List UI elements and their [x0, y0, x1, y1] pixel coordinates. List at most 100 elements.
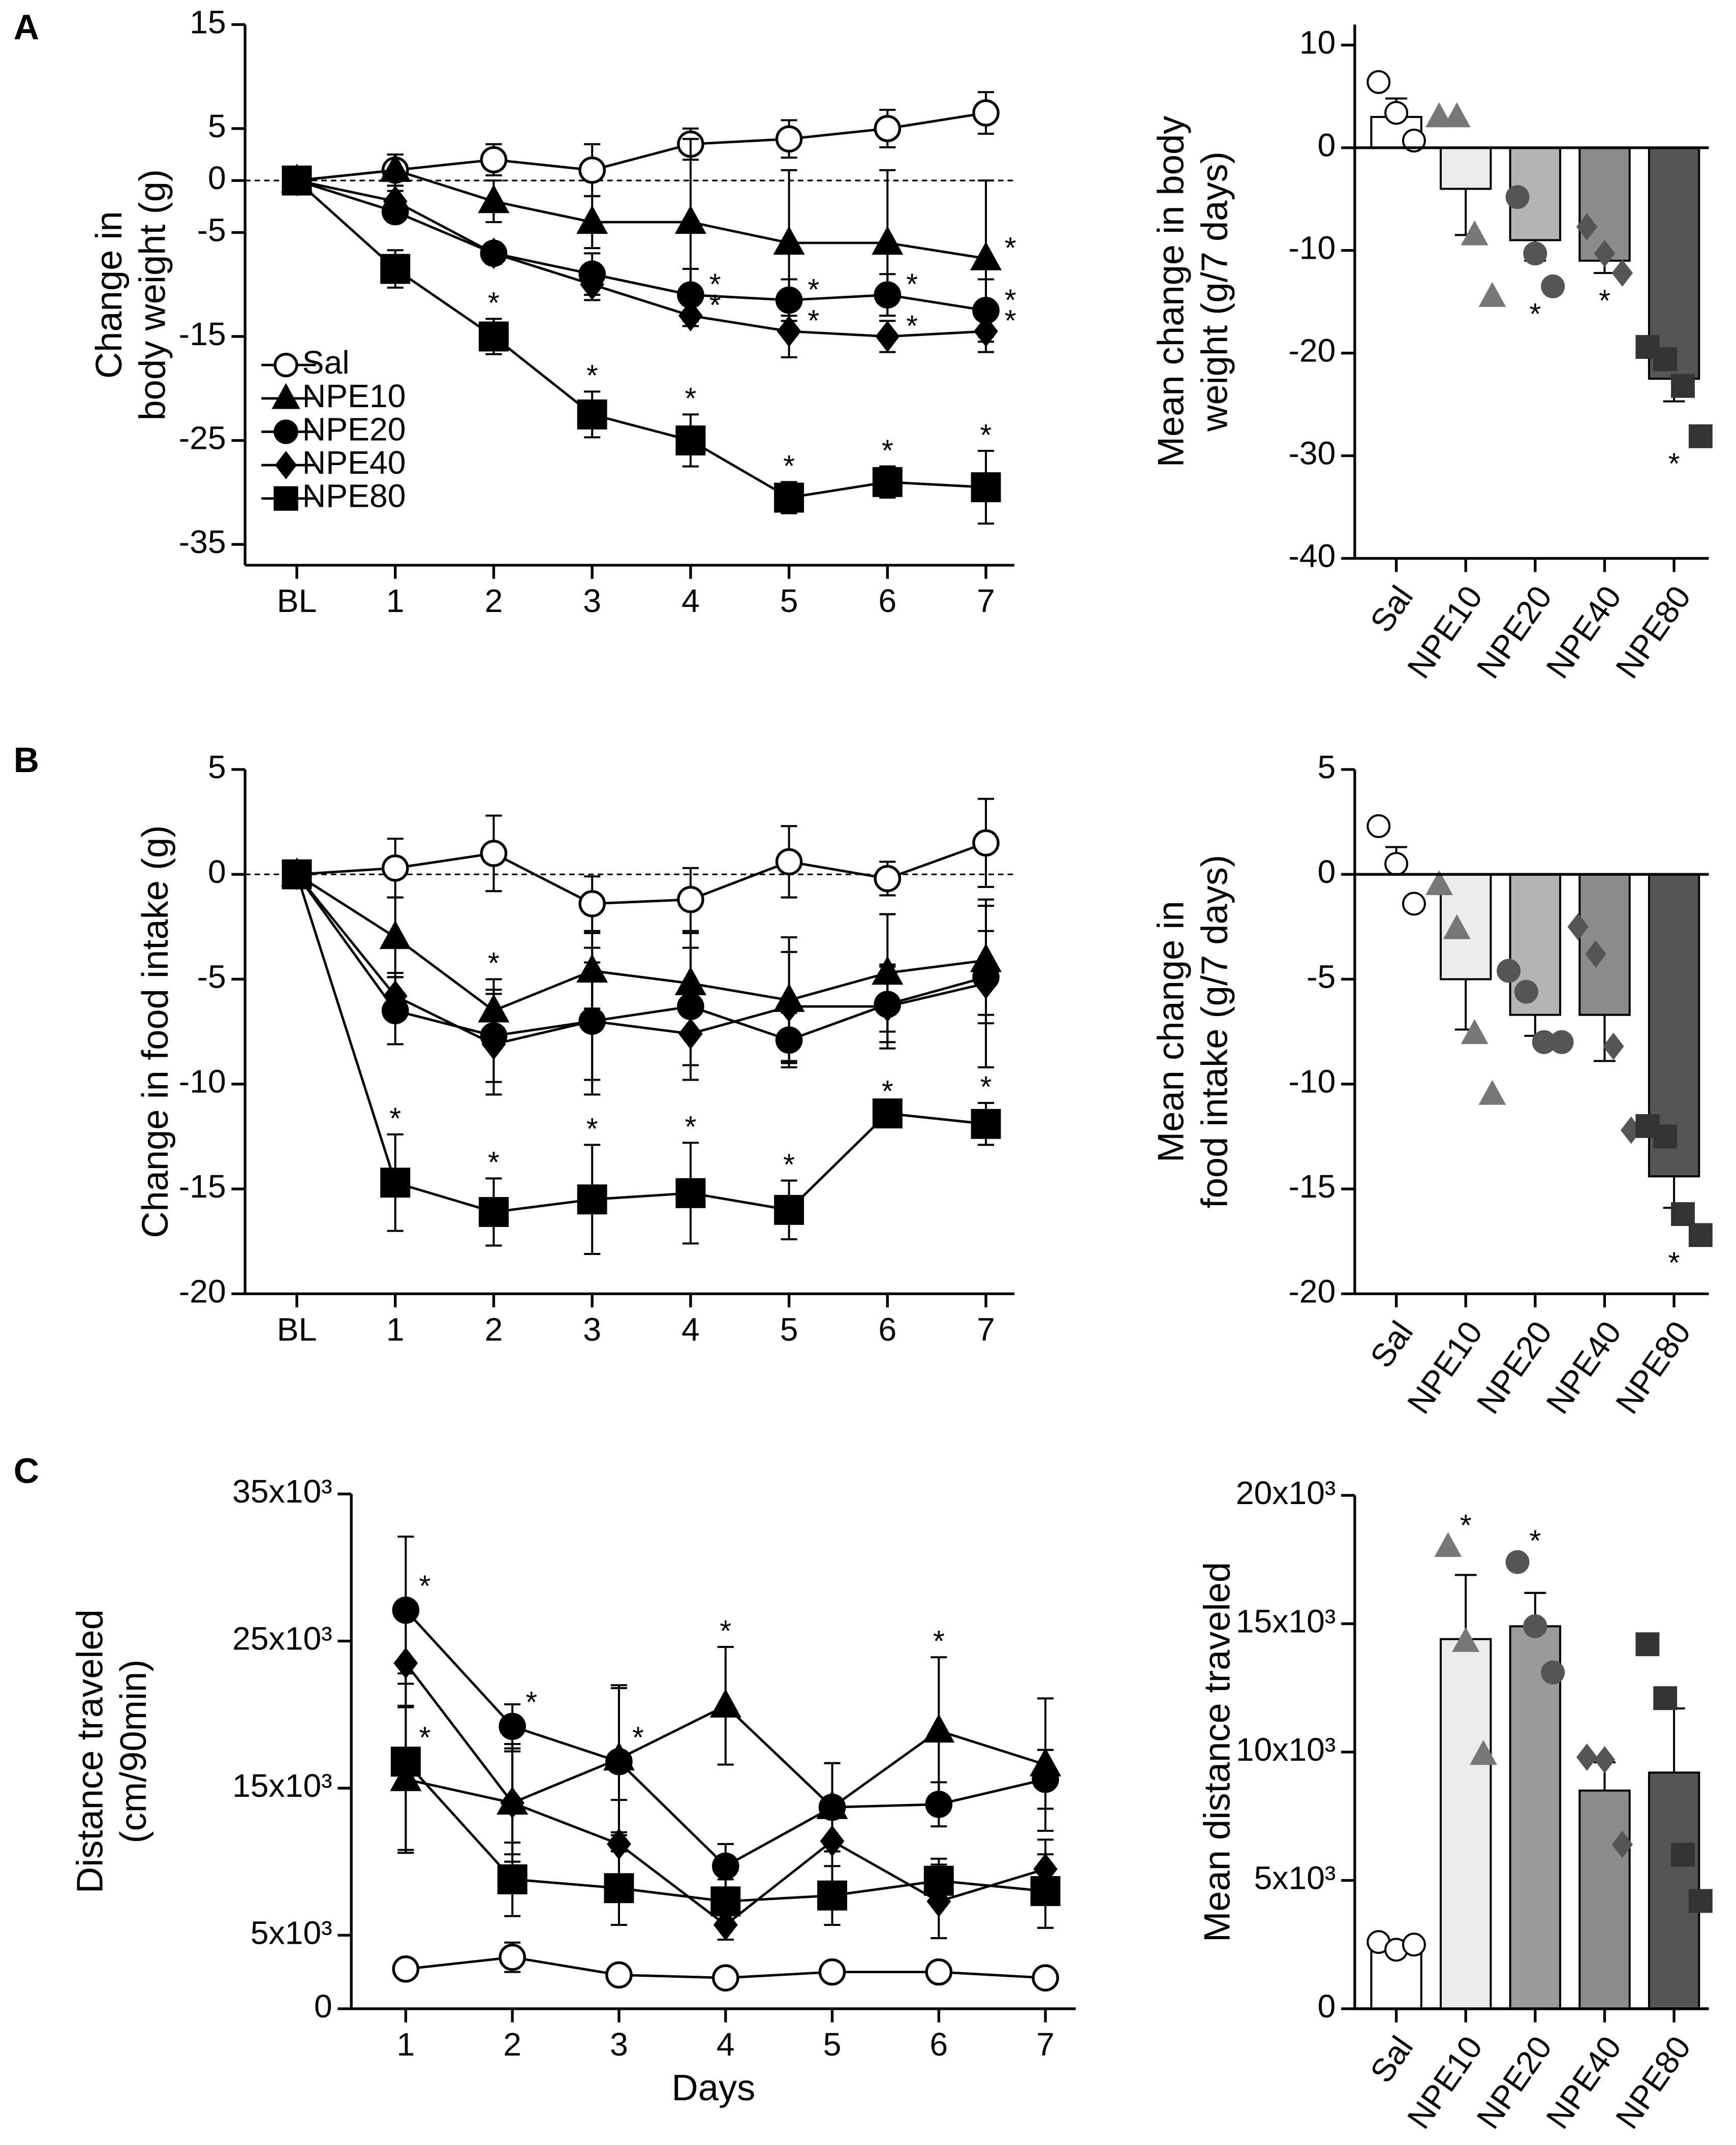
- y-tick-label: 10: [1299, 24, 1336, 61]
- x-tick-label: NPE80: [1608, 2030, 1698, 2135]
- y-tick-label: 15: [190, 4, 226, 40]
- significance-label: *: [808, 304, 819, 338]
- data-point: [1671, 1843, 1695, 1867]
- significance-label: *: [488, 1146, 500, 1179]
- data-point: [1671, 1202, 1695, 1227]
- significance-label: *: [980, 419, 992, 452]
- x-tick-label: BL: [277, 1311, 317, 1347]
- y-axis-title: Mean distance traveled: [1197, 1562, 1238, 1942]
- data-point: [1032, 1964, 1059, 1991]
- data-point: [390, 1746, 421, 1777]
- data-point: [974, 315, 998, 347]
- x-tick-label: 3: [583, 1311, 601, 1347]
- data-point: [478, 184, 510, 213]
- data-point: [972, 99, 1000, 127]
- data-point: [1594, 1746, 1616, 1773]
- data-point: [872, 467, 903, 497]
- y-tick-label: 0: [314, 1988, 332, 2025]
- series-line: [296, 179, 986, 312]
- data-point: [379, 153, 411, 182]
- x-tick-label: 7: [1036, 2026, 1055, 2063]
- data-point: [1402, 129, 1426, 153]
- data-point: [1030, 1876, 1061, 1906]
- y-tick-label: -5: [197, 211, 226, 248]
- data-point: [1688, 1889, 1713, 1913]
- data-point: [604, 1873, 634, 1904]
- x-tick-label: 5: [780, 583, 798, 619]
- data-point: [577, 399, 607, 430]
- series-line: [296, 842, 986, 905]
- data-point: [874, 281, 902, 309]
- legend-label: Sal: [302, 344, 350, 381]
- data-point: [481, 1028, 506, 1060]
- data-point: [711, 1964, 739, 1991]
- data-point: [1514, 979, 1538, 1004]
- data-point: [1523, 241, 1547, 266]
- data-point: [381, 854, 409, 882]
- x-tick-label: 5: [823, 2026, 842, 2063]
- data-point: [383, 980, 408, 1012]
- data-point: [1367, 70, 1391, 94]
- x-tick-label: 6: [878, 583, 896, 619]
- data-point: [775, 125, 803, 153]
- y-tick-label: 15x10³: [232, 1767, 332, 1804]
- data-point: [500, 1787, 525, 1819]
- y-tick-label: 0: [208, 853, 226, 890]
- x-tick-label: 4: [681, 583, 700, 619]
- error-bar: [1594, 1015, 1616, 1062]
- data-point: [971, 472, 1001, 503]
- data-point: [1576, 1743, 1598, 1771]
- x-tick-label: NPE20: [1470, 1314, 1559, 1420]
- y-axis-title: (cm/90min): [113, 1660, 154, 1844]
- significance-label: *: [1668, 1246, 1680, 1279]
- data-point: [282, 165, 312, 196]
- data-point: [774, 1194, 804, 1225]
- data-point: [499, 1943, 526, 1971]
- y-tick-label: -15: [1288, 1168, 1336, 1205]
- x-tick-label: NPE80: [1608, 579, 1698, 685]
- series-line: [296, 179, 986, 499]
- y-axis-title: Mean change in body: [1151, 115, 1192, 467]
- data-point: [497, 1864, 528, 1894]
- bar: [1578, 873, 1631, 1016]
- y-tick-label: -20: [179, 1273, 226, 1309]
- x-tick-label: 6: [878, 1311, 896, 1347]
- y-tick-label: -15: [179, 316, 226, 352]
- significance-label: *: [1005, 284, 1016, 317]
- y-tick-label: -35: [179, 524, 226, 560]
- legend-marker: [271, 383, 300, 409]
- data-point: [480, 840, 508, 867]
- data-point: [777, 315, 801, 347]
- x-tick-label: 3: [610, 2026, 628, 2063]
- y-tick-label: 0: [1318, 1988, 1336, 2025]
- x-axis-title: Days: [672, 2068, 756, 2108]
- y-axis-title: Change in: [89, 211, 130, 379]
- significance-label: *: [419, 1722, 430, 1755]
- y-tick-label: -20: [1288, 332, 1336, 369]
- y-tick-label: 5x10³: [1254, 1859, 1336, 1896]
- x-tick-label: Sal: [1363, 1314, 1420, 1374]
- data-point: [713, 1909, 738, 1941]
- data-point: [773, 226, 805, 255]
- x-tick-label: Sal: [1363, 579, 1420, 638]
- significance-label: *: [720, 1615, 731, 1648]
- data-point: [678, 1018, 703, 1050]
- significance-label: *: [709, 268, 721, 301]
- x-tick-label: NPE80: [1608, 1314, 1698, 1420]
- data-point: [1541, 274, 1565, 298]
- data-point: [677, 885, 704, 913]
- significance-label: *: [586, 1113, 598, 1146]
- data-point: [499, 1712, 526, 1740]
- legend-label: NPE10: [302, 378, 406, 414]
- data-point: [1688, 424, 1713, 448]
- x-tick-label: NPE40: [1539, 579, 1628, 685]
- x-tick-label: 1: [386, 1311, 405, 1347]
- data-point: [817, 1880, 848, 1911]
- data-point: [775, 848, 803, 876]
- data-point: [1635, 1632, 1660, 1657]
- x-tick-label: 2: [485, 583, 503, 619]
- significance-label: *: [1529, 298, 1541, 331]
- data-point: [971, 1109, 1001, 1139]
- data-point: [1425, 870, 1453, 896]
